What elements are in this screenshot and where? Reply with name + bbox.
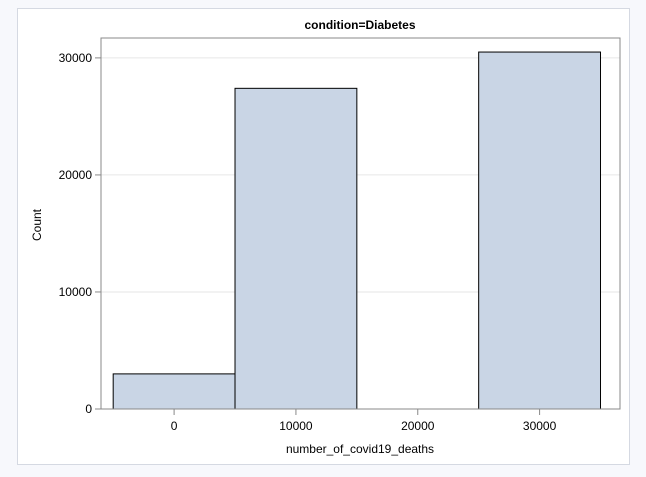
y-tick-label: 0 <box>85 402 92 416</box>
x-axis-label: number_of_covid19_deaths <box>286 442 434 456</box>
y-axis: 0 10000 20000 30000 <box>59 51 101 416</box>
y-tick-label: 30000 <box>59 51 93 65</box>
bar-30000 <box>478 51 602 410</box>
chart-title: condition=Diabetes <box>304 18 415 32</box>
y-tick-label: 10000 <box>59 285 93 299</box>
bar-10000 <box>234 87 358 410</box>
x-tick-label: 0 <box>171 419 178 433</box>
x-tick-label: 30000 <box>523 419 557 433</box>
y-tick-label: 20000 <box>59 168 93 182</box>
y-axis-label: Count <box>30 208 44 241</box>
x-axis: 0 10000 20000 30000 <box>171 409 557 433</box>
plot-frame <box>100 37 621 410</box>
bar-0 <box>112 373 236 410</box>
x-tick-label: 10000 <box>279 419 313 433</box>
bars <box>112 51 602 410</box>
x-tick-label: 20000 <box>401 419 435 433</box>
